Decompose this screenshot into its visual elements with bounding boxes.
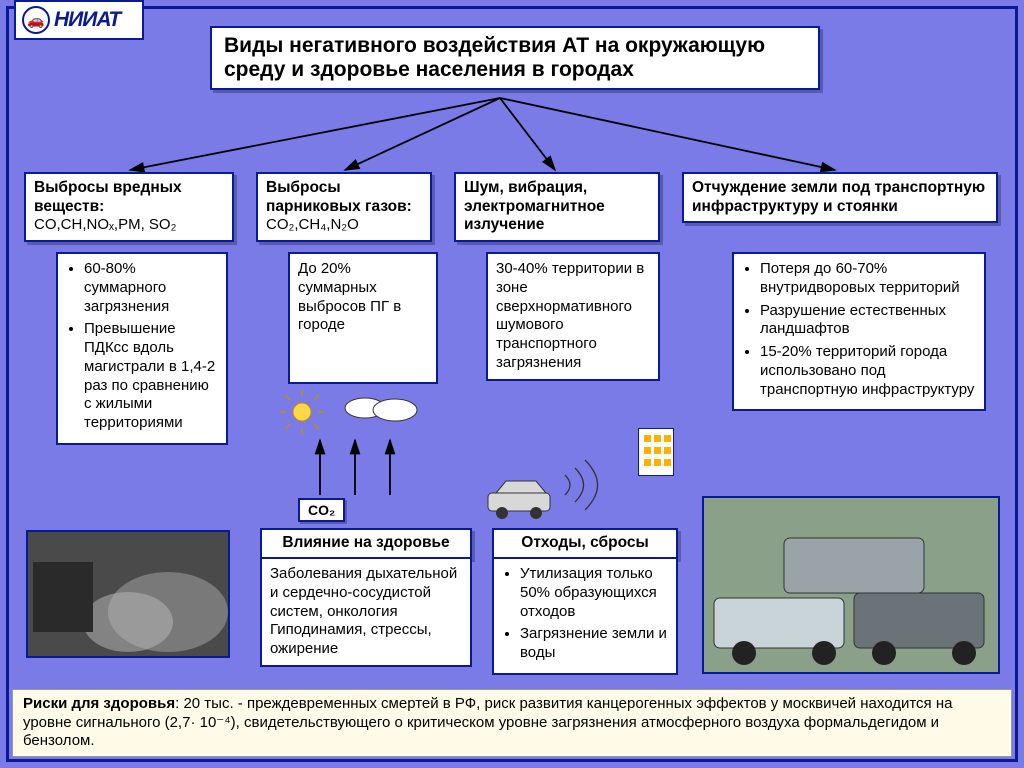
health-title: Влияние на здоровье <box>282 534 449 551</box>
cat1-head: Выбросы вредных веществ: <box>34 179 182 215</box>
cat1-detail: 60-80% суммарного загрязнения Превышение… <box>56 252 228 445</box>
cat1-bul1: 60-80% суммарного загрязнения <box>84 260 218 316</box>
health-header: Влияние на здоровье <box>260 528 472 559</box>
waste-bul2: Загрязнение земли и воды <box>520 625 668 663</box>
cat4-head: Отчуждение земли под транспортную инфрас… <box>692 179 985 215</box>
cat1-header: Выбросы вредных веществ: CO,CH,NOₓ,PM, S… <box>24 172 234 242</box>
cat3-text: 30-40% территории в зоне сверхнормативно… <box>496 260 644 371</box>
cat1-bul2: Превышение ПДКсс вдоль магистрали в 1,4-… <box>84 320 218 433</box>
img-exhaust <box>26 530 230 658</box>
title-box: Виды негативного воздействия АТ на окруж… <box>210 26 820 90</box>
building-icon <box>638 428 674 476</box>
cat3-header: Шум, вибрация, электромагнитное излучени… <box>454 172 660 242</box>
health-detail: Заболевания дыхательной и сердечно-сосуд… <box>260 557 472 667</box>
cat1-sub: CO,CH,NOₓ,PM, SO₂ <box>34 216 176 233</box>
footer-risk: Риски для здоровья: 20 тыс. - преждеврем… <box>12 689 1012 757</box>
waste-bul1: Утилизация только 50% образующихся отход… <box>520 565 668 621</box>
cat2-head: Выбросы парниковых газов: <box>266 179 412 215</box>
cat2-text: До 20% суммарных выбросов ПГ в городе <box>298 260 401 333</box>
cat4-bul3: 15-20% территорий города использовано по… <box>760 343 976 399</box>
cat2-sub: CO₂,CH₄,N₂O <box>266 216 359 233</box>
logo-icon: 🚗 <box>22 6 50 34</box>
footer-label: Риски для здоровья <box>23 695 175 712</box>
cat4-bul1: Потеря до 60-70% внутридворовых территор… <box>760 260 976 298</box>
cat3-head: Шум, вибрация, электромагнитное излучени… <box>464 179 605 233</box>
cat2-detail: До 20% суммарных выбросов ПГ в городе <box>288 252 438 384</box>
logo-text: НИИАТ <box>54 8 120 32</box>
img-scrap-cars <box>702 496 1000 674</box>
waste-detail: Утилизация только 50% образующихся отход… <box>492 557 678 675</box>
cat2-header: Выбросы парниковых газов: CO₂,CH₄,N₂O <box>256 172 432 242</box>
cat4-header: Отчуждение земли под транспортную инфрас… <box>682 172 998 223</box>
cat4-bul2: Разрушение естественных ландшафтов <box>760 302 976 340</box>
logo: 🚗 НИИАТ <box>14 0 144 40</box>
waste-title: Отходы, сбросы <box>521 534 648 551</box>
cat4-detail: Потеря до 60-70% внутридворовых территор… <box>732 252 986 411</box>
co2-label: CO₂ <box>298 498 345 522</box>
cat3-detail: 30-40% территории в зоне сверхнормативно… <box>486 252 660 381</box>
title-text: Виды негативного воздействия АТ на окруж… <box>224 34 765 81</box>
health-text: Заболевания дыхательной и сердечно-сосуд… <box>270 565 457 657</box>
waste-header: Отходы, сбросы <box>492 528 678 559</box>
